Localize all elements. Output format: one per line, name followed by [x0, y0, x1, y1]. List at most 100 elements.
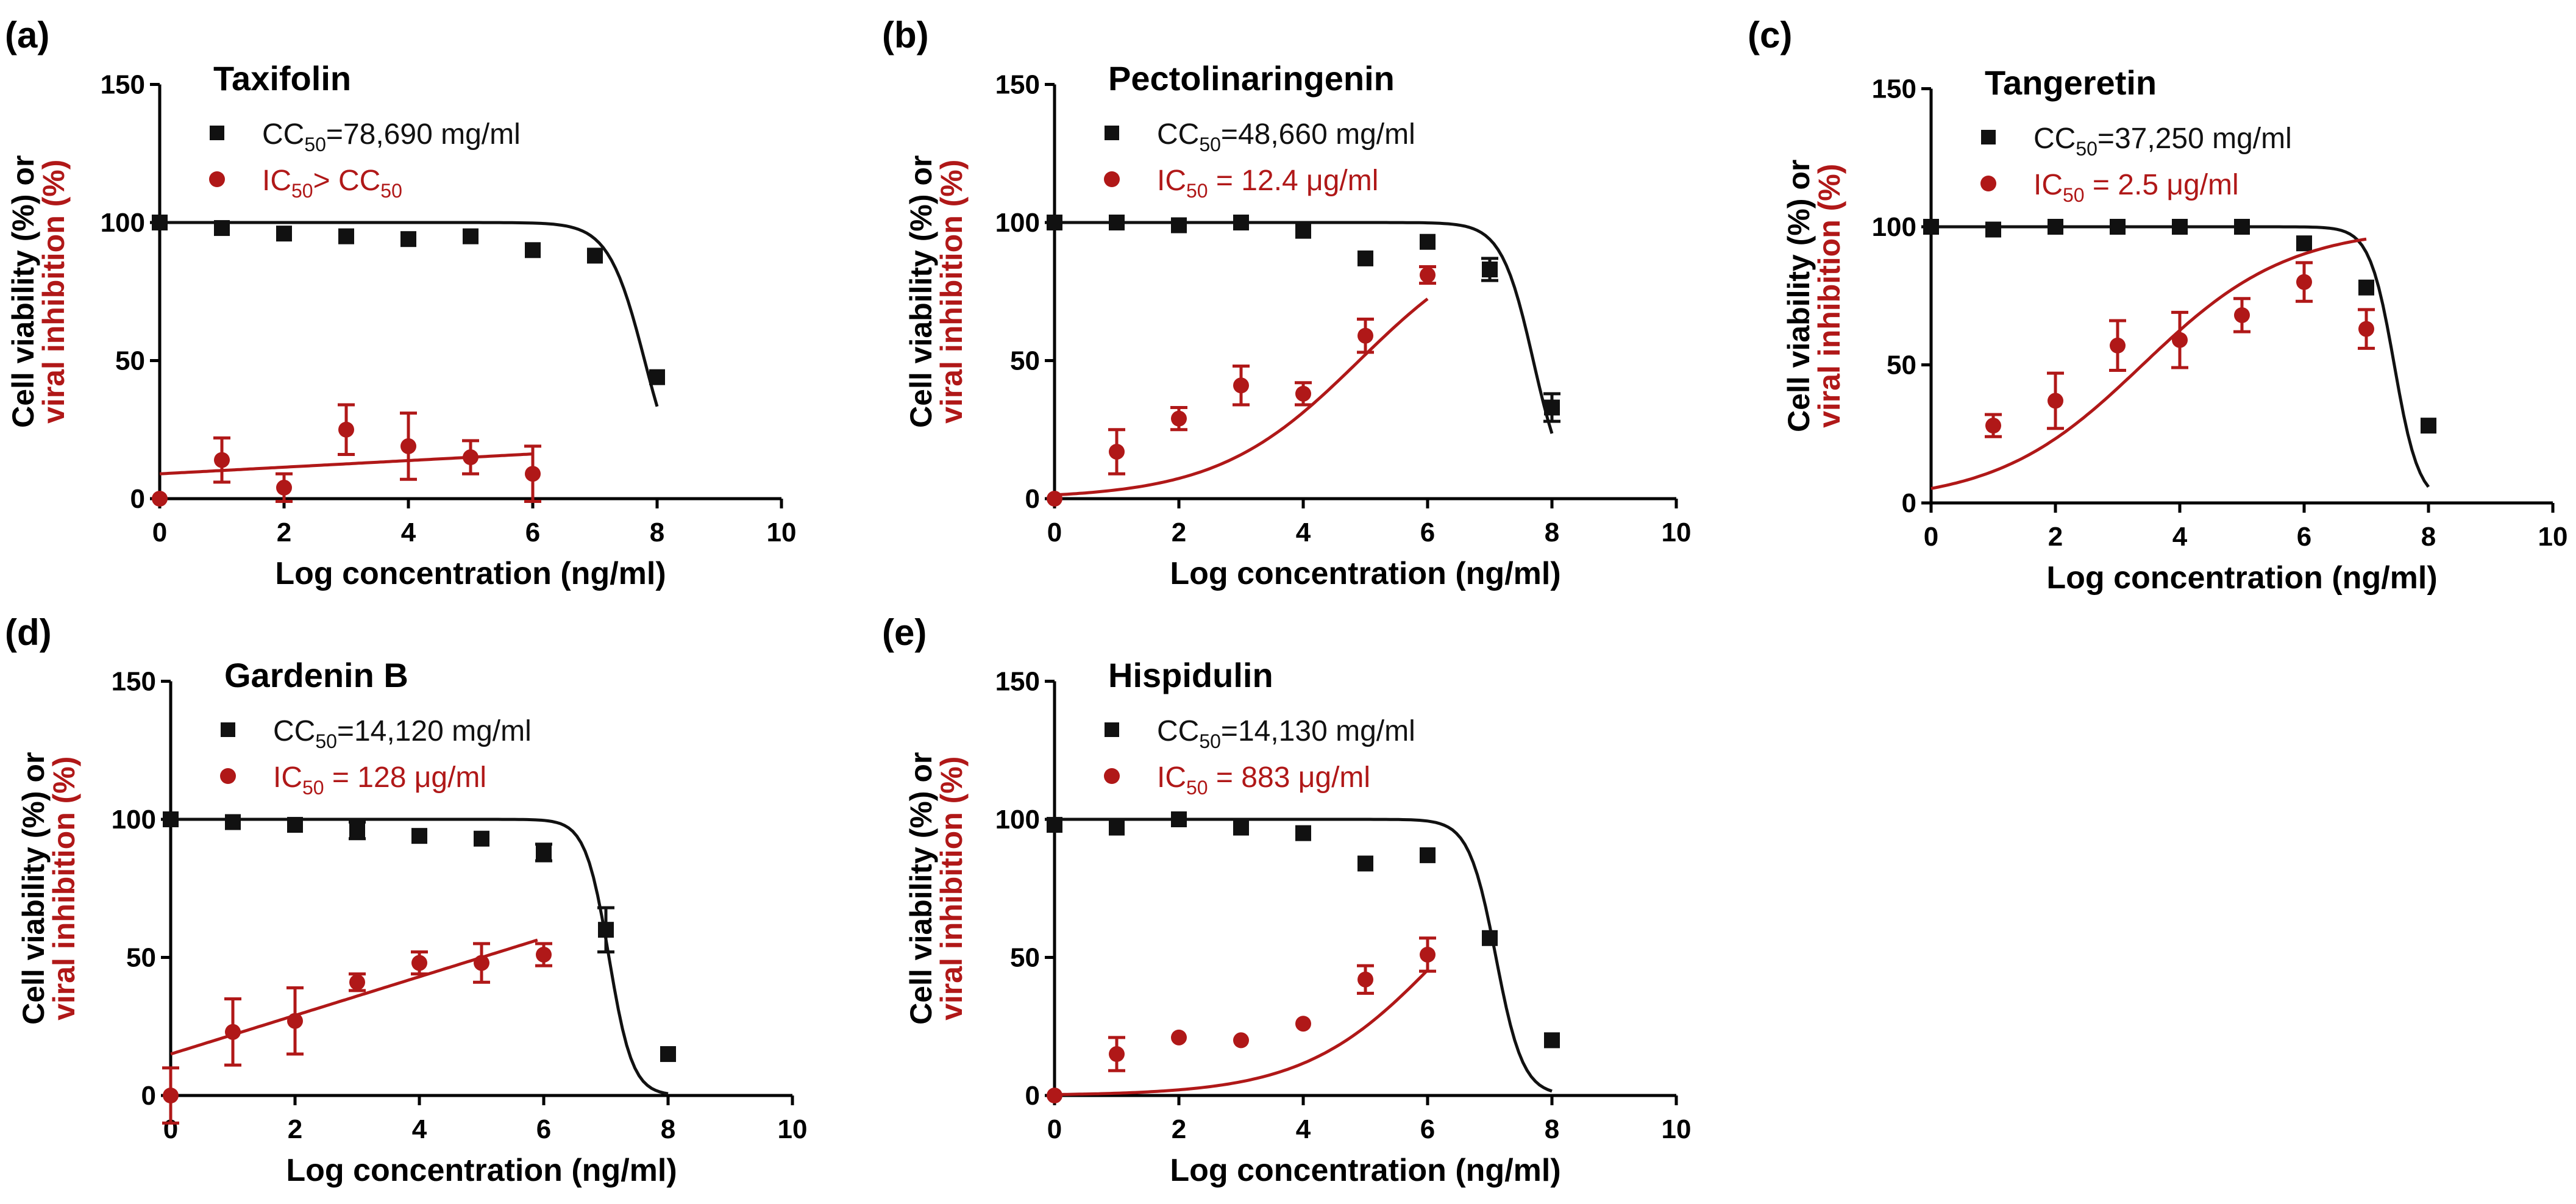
x-tick-label: 2	[2048, 522, 2063, 552]
y-tick-label: 0	[1025, 1081, 1040, 1111]
viral-inhibition-point	[214, 452, 230, 468]
x-axis-label: Log concentration (ng/ml)	[275, 556, 666, 591]
cell-viability-point	[525, 242, 541, 258]
cell-viability-point	[2421, 418, 2436, 434]
cell-viability-point	[2048, 219, 2063, 235]
y-tick-label: 100	[1872, 212, 1916, 242]
y-axis-label-cell-viability: Cell viability (%) or	[16, 752, 51, 1025]
cell-viability-point	[2172, 219, 2188, 235]
y-axis-label-cell-viability: Cell viability (%) or	[904, 155, 938, 428]
x-tick-label: 4	[1296, 1114, 1311, 1144]
cell-viability-point	[225, 814, 241, 830]
viral-inhibition-fit-curve	[1930, 237, 2367, 490]
y-tick-label: 50	[126, 943, 156, 973]
legend-label-cc50: CC50=14,130 mg/ml	[1157, 715, 1415, 752]
viral-inhibition-point	[2358, 321, 2374, 337]
x-tick-label: 4	[2172, 522, 2188, 552]
legend-marker-square	[1105, 126, 1119, 140]
x-tick-label: 2	[277, 518, 291, 547]
x-tick-label: 10	[1662, 1114, 1692, 1144]
viral-inhibition-point	[1109, 443, 1125, 460]
cell-viability-point	[152, 215, 168, 230]
x-tick-label: 8	[2421, 522, 2436, 552]
cell-viability-point	[1109, 215, 1125, 230]
viral-inhibition-point	[536, 946, 552, 963]
chart-title: Gardenin B	[224, 656, 408, 694]
cell-viability-point	[349, 822, 365, 839]
x-tick-label: 4	[1296, 518, 1311, 547]
cell-viability-point	[598, 922, 614, 938]
cell-viability-point	[163, 811, 179, 827]
legend-label-cc50: CC50=37,250 mg/ml	[2033, 123, 2292, 160]
viral-inhibition-point	[152, 491, 168, 507]
y-tick-label: 50	[115, 346, 145, 376]
x-tick-label: 2	[288, 1114, 302, 1144]
legend-label-ic50: IC50 = 128 μg/ml	[273, 761, 486, 799]
x-tick-label: 0	[1047, 518, 1062, 547]
y-axis-label-cell-viability: Cell viability (%) or	[6, 155, 40, 428]
viral-inhibition-point	[1420, 946, 1436, 963]
cell-viability-point	[1544, 1032, 1560, 1049]
cell-viability-fit-curve	[1055, 221, 1554, 434]
cell-viability-point	[1171, 811, 1187, 827]
y-tick-label: 100	[112, 805, 156, 835]
cell-viability-fit-curve	[1055, 818, 1553, 1093]
cell-viability-point	[2358, 279, 2374, 296]
cell-viability-point	[411, 828, 427, 844]
cell-viability-point	[1109, 819, 1125, 836]
cell-viability-point	[1295, 825, 1311, 841]
panel-label: (b)	[882, 15, 929, 55]
cell-viability-point	[536, 844, 552, 861]
legend-marker-square	[1981, 130, 1996, 144]
viral-inhibition-fit-curve	[1054, 297, 1429, 497]
y-tick-label: 100	[995, 805, 1040, 835]
viral-inhibition-point	[2110, 337, 2126, 354]
legend-marker-circle	[209, 171, 225, 187]
x-tick-label: 2	[1172, 518, 1186, 547]
legend-marker-circle	[220, 768, 236, 784]
viral-inhibition-point	[1109, 1046, 1125, 1063]
cell-viability-point	[1357, 250, 1373, 266]
viral-inhibition-point	[1295, 385, 1311, 402]
x-axis-label: Log concentration (ng/ml)	[1170, 1153, 1560, 1188]
cell-viability-point	[287, 817, 303, 833]
viral-inhibition-point	[1420, 267, 1436, 283]
panel-label: (d)	[5, 612, 52, 653]
viral-inhibition-point	[400, 438, 416, 454]
y-axis-label-viral-inhibition: viral inhibition (%)	[934, 160, 969, 424]
cell-viability-point	[1923, 219, 1939, 235]
y-tick-label: 50	[1010, 943, 1040, 973]
y-axis-label-viral-inhibition: viral inhibition (%)	[37, 160, 71, 424]
x-tick-label: 4	[401, 518, 416, 547]
x-axis-label: Log concentration (ng/ml)	[286, 1153, 677, 1188]
x-tick-label: 10	[1662, 518, 1692, 547]
cell-viability-point	[1047, 215, 1062, 230]
x-tick-label: 6	[2297, 522, 2311, 552]
x-tick-label: 8	[1545, 1114, 1559, 1144]
panel-label: (c)	[1748, 15, 1792, 55]
viral-inhibition-point	[1171, 1029, 1187, 1045]
legend-label-cc50: CC50=78,690 mg/ml	[262, 118, 521, 155]
viral-inhibition-point	[276, 479, 292, 496]
viral-inhibition-point	[287, 1013, 303, 1029]
y-tick-label: 50	[1887, 351, 1916, 380]
x-tick-label: 8	[1545, 518, 1559, 547]
viral-inhibition-point	[1357, 971, 1373, 988]
viral-inhibition-point	[1357, 327, 1373, 344]
chart-title: Tangeretin	[1985, 63, 2157, 102]
viral-inhibition-point	[1985, 418, 2001, 434]
x-tick-label: 6	[536, 1114, 551, 1144]
y-tick-label: 150	[112, 667, 156, 697]
y-tick-label: 150	[995, 70, 1040, 100]
legend-label-cc50: CC50=14,120 mg/ml	[273, 715, 532, 752]
legend-label-ic50: IC50 = 12.4 μg/ml	[1157, 165, 1378, 202]
viral-inhibition-point	[474, 955, 489, 971]
cell-viability-point	[1233, 819, 1249, 836]
viral-inhibition-point	[525, 466, 541, 482]
cell-viability-point	[649, 369, 665, 385]
cell-viability-point	[1233, 215, 1249, 230]
cell-viability-point	[1047, 817, 1062, 833]
